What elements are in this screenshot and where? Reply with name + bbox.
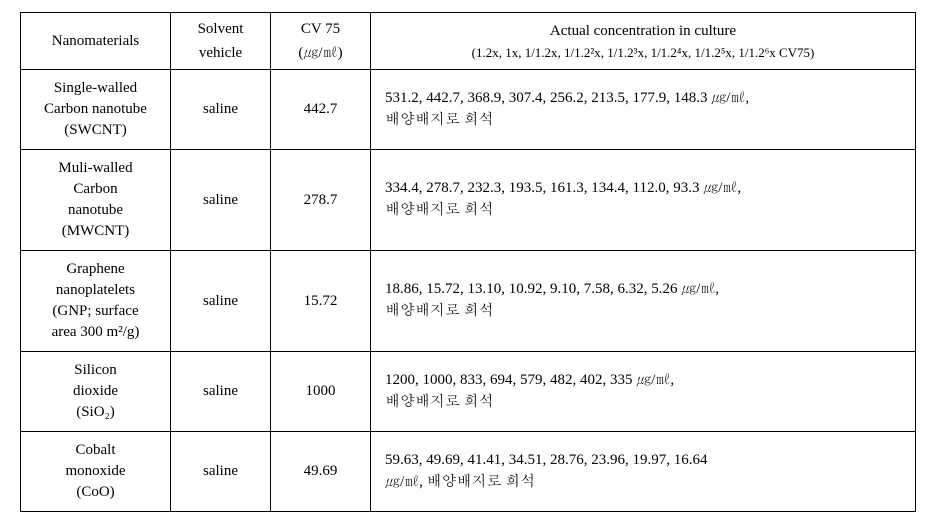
conc-line: 배양배지로 희석 <box>385 301 907 323</box>
conc-cell: 18.86, 15.72, 13.10, 10.92, 9.10, 7.58, … <box>371 251 916 352</box>
cv75-cell: 278.7 <box>271 150 371 251</box>
material-line: (MWCNT) <box>25 221 166 242</box>
col-header-cv75: CV 75 (㎍/㎖) <box>271 13 371 70</box>
material-line: area 300 m²/g) <box>25 322 166 343</box>
cv75-cell: 442.7 <box>271 70 371 150</box>
nanomaterial-table: Nanomaterials Solvent vehicle CV 75 (㎍/㎖… <box>20 12 916 512</box>
material-line: Cobalt <box>25 440 166 461</box>
material-cell: Silicon dioxide (SiO₂) <box>21 352 171 432</box>
material-line: (SWCNT) <box>25 120 166 141</box>
table-row: Muli-walled Carbon nanotube (MWCNT) sali… <box>21 150 916 251</box>
conc-cell: 59.63, 49.69, 41.41, 34.51, 28.76, 23.96… <box>371 432 916 512</box>
conc-cell: 1200, 1000, 833, 694, 579, 482, 402, 335… <box>371 352 916 432</box>
material-line: (GNP; surface <box>25 301 166 322</box>
material-line: monoxide <box>25 461 166 482</box>
solvent-cell: saline <box>171 150 271 251</box>
table-row: Silicon dioxide (SiO₂) saline 1000 1200,… <box>21 352 916 432</box>
material-cell: Graphene nanoplatelets (GNP; surface are… <box>21 251 171 352</box>
table-header-row: Nanomaterials Solvent vehicle CV 75 (㎍/㎖… <box>21 13 916 70</box>
conc-cell: 531.2, 442.7, 368.9, 307.4, 256.2, 213.5… <box>371 70 916 150</box>
hdr-solvent-l1: Solvent <box>177 17 264 41</box>
material-line: Single-walled <box>25 78 166 99</box>
conc-line: 배양배지로 희석 <box>385 200 907 222</box>
table-row: Single-walled Carbon nanotube (SWCNT) sa… <box>21 70 916 150</box>
material-line: Carbon nanotube <box>25 99 166 120</box>
conc-line: 배양배지로 희석 <box>385 392 907 414</box>
hdr-nanomaterials: Nanomaterials <box>27 29 164 53</box>
conc-cell: 334.4, 278.7, 232.3, 193.5, 161.3, 134.4… <box>371 150 916 251</box>
cv75-cell: 49.69 <box>271 432 371 512</box>
material-line: Graphene <box>25 259 166 280</box>
table-row: Cobalt monoxide (CoO) saline 49.69 59.63… <box>21 432 916 512</box>
conc-line: 배양배지로 희석 <box>385 110 907 132</box>
hdr-cv75-l1: CV 75 <box>277 17 364 41</box>
cv75-cell: 1000 <box>271 352 371 432</box>
col-header-actual-conc: Actual concentration in culture (1.2x, 1… <box>371 13 916 70</box>
table-row: Graphene nanoplatelets (GNP; surface are… <box>21 251 916 352</box>
col-header-solvent: Solvent vehicle <box>171 13 271 70</box>
hdr-actual-l2: (1.2x, 1x, 1/1.2x, 1/1.2²x, 1/1.2³x, 1/1… <box>377 43 909 64</box>
solvent-cell: saline <box>171 251 271 352</box>
material-line: nanoplatelets <box>25 280 166 301</box>
conc-line: 334.4, 278.7, 232.3, 193.5, 161.3, 134.4… <box>385 178 907 200</box>
hdr-solvent-l2: vehicle <box>177 41 264 65</box>
conc-line: 59.63, 49.69, 41.41, 34.51, 28.76, 23.96… <box>385 450 907 472</box>
material-line: (SiO₂) <box>25 402 166 423</box>
material-line: (CoO) <box>25 482 166 503</box>
material-line: nanotube <box>25 200 166 221</box>
col-header-nanomaterials: Nanomaterials <box>21 13 171 70</box>
material-cell: Muli-walled Carbon nanotube (MWCNT) <box>21 150 171 251</box>
conc-line: ㎍/㎖, 배양배지로 희석 <box>385 472 907 494</box>
solvent-cell: saline <box>171 352 271 432</box>
conc-line: 1200, 1000, 833, 694, 579, 482, 402, 335… <box>385 370 907 392</box>
material-line: Muli-walled <box>25 158 166 179</box>
conc-line: 531.2, 442.7, 368.9, 307.4, 256.2, 213.5… <box>385 88 907 110</box>
solvent-cell: saline <box>171 432 271 512</box>
cv75-cell: 15.72 <box>271 251 371 352</box>
solvent-cell: saline <box>171 70 271 150</box>
material-cell: Single-walled Carbon nanotube (SWCNT) <box>21 70 171 150</box>
hdr-actual-l1: Actual concentration in culture <box>377 19 909 43</box>
material-line: dioxide <box>25 381 166 402</box>
material-line: Carbon <box>25 179 166 200</box>
hdr-cv75-l2: (㎍/㎖) <box>277 41 364 65</box>
conc-line: 18.86, 15.72, 13.10, 10.92, 9.10, 7.58, … <box>385 279 907 301</box>
material-line: Silicon <box>25 360 166 381</box>
material-cell: Cobalt monoxide (CoO) <box>21 432 171 512</box>
